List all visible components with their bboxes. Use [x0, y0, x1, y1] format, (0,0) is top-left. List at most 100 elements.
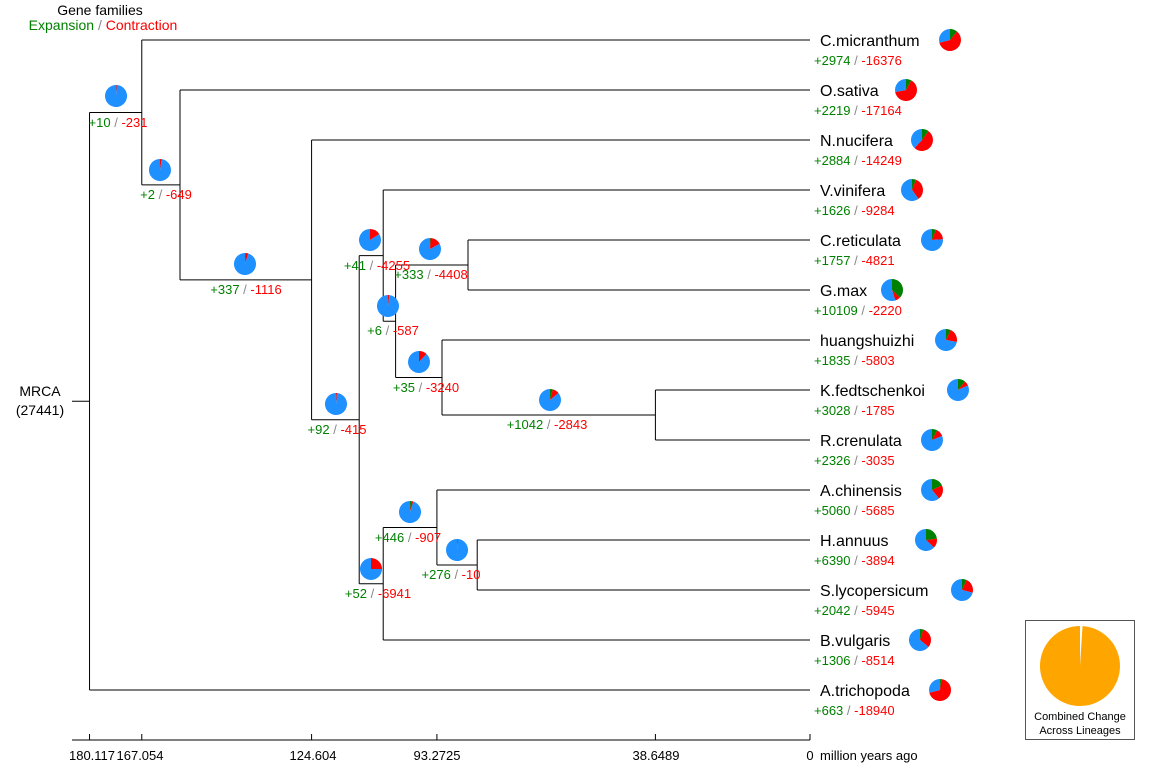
node-pie — [419, 237, 442, 261]
contraction-label: Contraction — [106, 17, 178, 33]
taxon-gain: +1757 — [814, 253, 851, 268]
taxon-pie-slice — [939, 31, 962, 51]
taxon-pie-slice — [920, 629, 932, 648]
taxon-change-counts: +1306 / -8514 — [814, 653, 895, 668]
taxon-loss: -4821 — [861, 253, 894, 268]
taxon-name: A.chinensis — [820, 483, 902, 500]
taxon-change-counts: +3028 / -1785 — [814, 403, 895, 418]
axis-label: million years ago — [820, 748, 918, 763]
taxon-gain: +2219 — [814, 103, 851, 118]
taxon-pie-slice — [921, 429, 944, 451]
taxon-pie-slice — [962, 579, 967, 590]
taxon-name: C.reticulata — [820, 233, 901, 250]
node-loss: -6941 — [378, 586, 411, 601]
taxon-gain: +3028 — [814, 403, 851, 418]
taxon-pie-slice — [946, 330, 958, 343]
count-separator: / — [543, 417, 554, 432]
count-separator: / — [851, 103, 862, 118]
taxon-pie-slice — [910, 128, 922, 149]
combined-pie-slice — [1039, 626, 1120, 706]
taxon-pie-slice — [926, 529, 937, 540]
taxon-pie — [915, 529, 937, 551]
taxon-pie — [921, 479, 943, 501]
axis-tick-label: 0 — [806, 748, 813, 763]
taxon-name: H.annuus — [820, 533, 889, 550]
count-separator: / — [404, 530, 415, 545]
node-change-counts: +446 / -907 — [375, 530, 441, 545]
count-separator: / — [451, 567, 462, 582]
node-gain: +333 — [394, 267, 423, 282]
combined-label-line2: Across Lineages — [1039, 725, 1121, 737]
count-separator: / — [851, 553, 862, 568]
count-separator: / — [240, 282, 251, 297]
taxon-gain: +10109 — [814, 303, 858, 318]
taxon-pie-slice — [950, 29, 958, 40]
node-gain: +92 — [308, 422, 330, 437]
axis-tick-label: 167.054 — [117, 748, 164, 763]
node-pie-slice — [105, 85, 128, 107]
internal-node: +446 / -907 — [375, 501, 441, 545]
node-change-counts: +276 / -10 — [422, 567, 481, 582]
taxon-pie-slice — [958, 379, 966, 390]
node-loss: -1116 — [250, 282, 281, 297]
count-separator: / — [382, 323, 393, 338]
node-pie-slice — [410, 501, 414, 512]
taxon-loss: -1785 — [861, 403, 894, 418]
node-pie-slice — [233, 253, 256, 275]
node-pie — [358, 229, 381, 252]
combined-label-line1: Combined Change — [1034, 711, 1126, 723]
taxon-pie — [901, 179, 924, 201]
node-pie-slice — [457, 538, 458, 550]
node-pie-slice — [360, 558, 382, 580]
node-change-counts: +337 / -1116 — [210, 282, 281, 297]
node-loss: -649 — [166, 187, 192, 202]
axis-tick-label: 124.604 — [290, 748, 337, 763]
taxon-pie-slice — [946, 329, 951, 340]
node-loss: -231 — [121, 115, 147, 130]
taxon-pie-slice — [962, 580, 973, 593]
taxon-pie-slice — [912, 179, 917, 190]
node-pie-slice — [336, 393, 338, 404]
legend-text: Expansion / Contraction — [29, 17, 178, 33]
taxon-gain: +5060 — [814, 503, 851, 518]
node-pie-slice — [446, 539, 469, 561]
node-gain: +1042 — [507, 417, 544, 432]
taxon-pie-slice — [915, 529, 935, 551]
combined-label: Combined Change Across Lineages — [1026, 710, 1134, 738]
taxon-pie — [935, 329, 958, 351]
count-separator: / — [851, 453, 862, 468]
node-pie — [398, 501, 421, 523]
taxon-loss: -5685 — [861, 503, 894, 518]
taxon-C.micranthum: C.micranthum +2974 / -16376 — [814, 29, 962, 68]
taxon-pie-slice — [892, 279, 904, 298]
node-pie-slice — [419, 238, 442, 261]
combined-pie-slice — [1080, 626, 1083, 666]
taxon-pie-slice — [895, 80, 917, 101]
node-change-counts: +41 / -4255 — [344, 258, 410, 273]
node-pie-slice — [324, 393, 347, 415]
count-separator: / — [851, 53, 862, 68]
node-pie-slice — [245, 253, 249, 264]
node-loss: -4255 — [377, 258, 410, 273]
internal-node: +6 / -587 — [367, 294, 419, 338]
node-pie-slice — [430, 238, 440, 249]
node-pie-slice — [148, 158, 171, 181]
taxon-pie-slice — [950, 579, 973, 601]
taxon-name: G.max — [820, 283, 867, 300]
taxon-name: A.trichopoda — [820, 683, 910, 700]
taxon-gain: +2884 — [814, 153, 851, 168]
node-change-counts: +52 / -6941 — [345, 586, 411, 601]
internal-node: +35 / -3240 — [393, 351, 459, 395]
taxon-loss: -16376 — [861, 53, 901, 68]
taxon-pie-slice — [932, 229, 943, 240]
taxon-pie-slice — [894, 78, 906, 93]
node-pie — [446, 538, 469, 561]
count-separator: / — [851, 203, 862, 218]
taxon-loss: -14249 — [861, 153, 901, 168]
taxon-change-counts: +10109 / -2220 — [814, 303, 902, 318]
taxon-pie — [939, 29, 962, 51]
axis-tick-label: 180.117 — [69, 748, 115, 763]
taxon-pie-slice — [932, 479, 942, 490]
taxon-pie — [946, 379, 969, 402]
internal-node: +337 / -1116 — [210, 252, 282, 297]
